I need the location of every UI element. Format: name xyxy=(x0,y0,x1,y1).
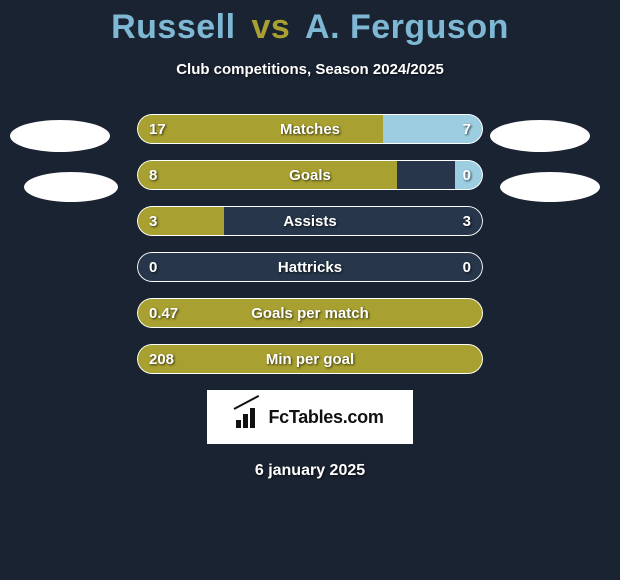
stat-row: 0.47Goals per match xyxy=(137,298,483,328)
chart-icon xyxy=(236,406,262,428)
stat-label: Matches xyxy=(137,121,483,138)
side-ellipse xyxy=(500,172,600,202)
stat-row: 00Hattricks xyxy=(137,252,483,282)
stat-label: Goals per match xyxy=(137,305,483,322)
title-vs: vs xyxy=(252,8,291,46)
date-label: 6 january 2025 xyxy=(0,462,620,480)
stat-row: 80Goals xyxy=(137,160,483,190)
subtitle: Club competitions, Season 2024/2025 xyxy=(0,61,620,78)
side-ellipse xyxy=(24,172,118,202)
stat-row: 208Min per goal xyxy=(137,344,483,374)
logo-text: FcTables.com xyxy=(268,407,383,428)
stat-label: Goals xyxy=(137,167,483,184)
comparison-chart: 177Matches 80Goals 33Assists 00Hattricks 0.4… xyxy=(0,114,620,374)
side-ellipse xyxy=(490,120,590,152)
stat-label: Hattricks xyxy=(137,259,483,276)
title-player1: Russell xyxy=(111,8,235,46)
stat-row: 33Assists xyxy=(137,206,483,236)
stat-label: Min per goal xyxy=(137,351,483,368)
page-title: Russell vs A. Ferguson xyxy=(0,0,620,47)
side-ellipse xyxy=(10,120,110,152)
logo: FcTables.com xyxy=(207,390,413,444)
stat-label: Assists xyxy=(137,213,483,230)
stat-row: 177Matches xyxy=(137,114,483,144)
title-player2: A. Ferguson xyxy=(305,8,509,46)
